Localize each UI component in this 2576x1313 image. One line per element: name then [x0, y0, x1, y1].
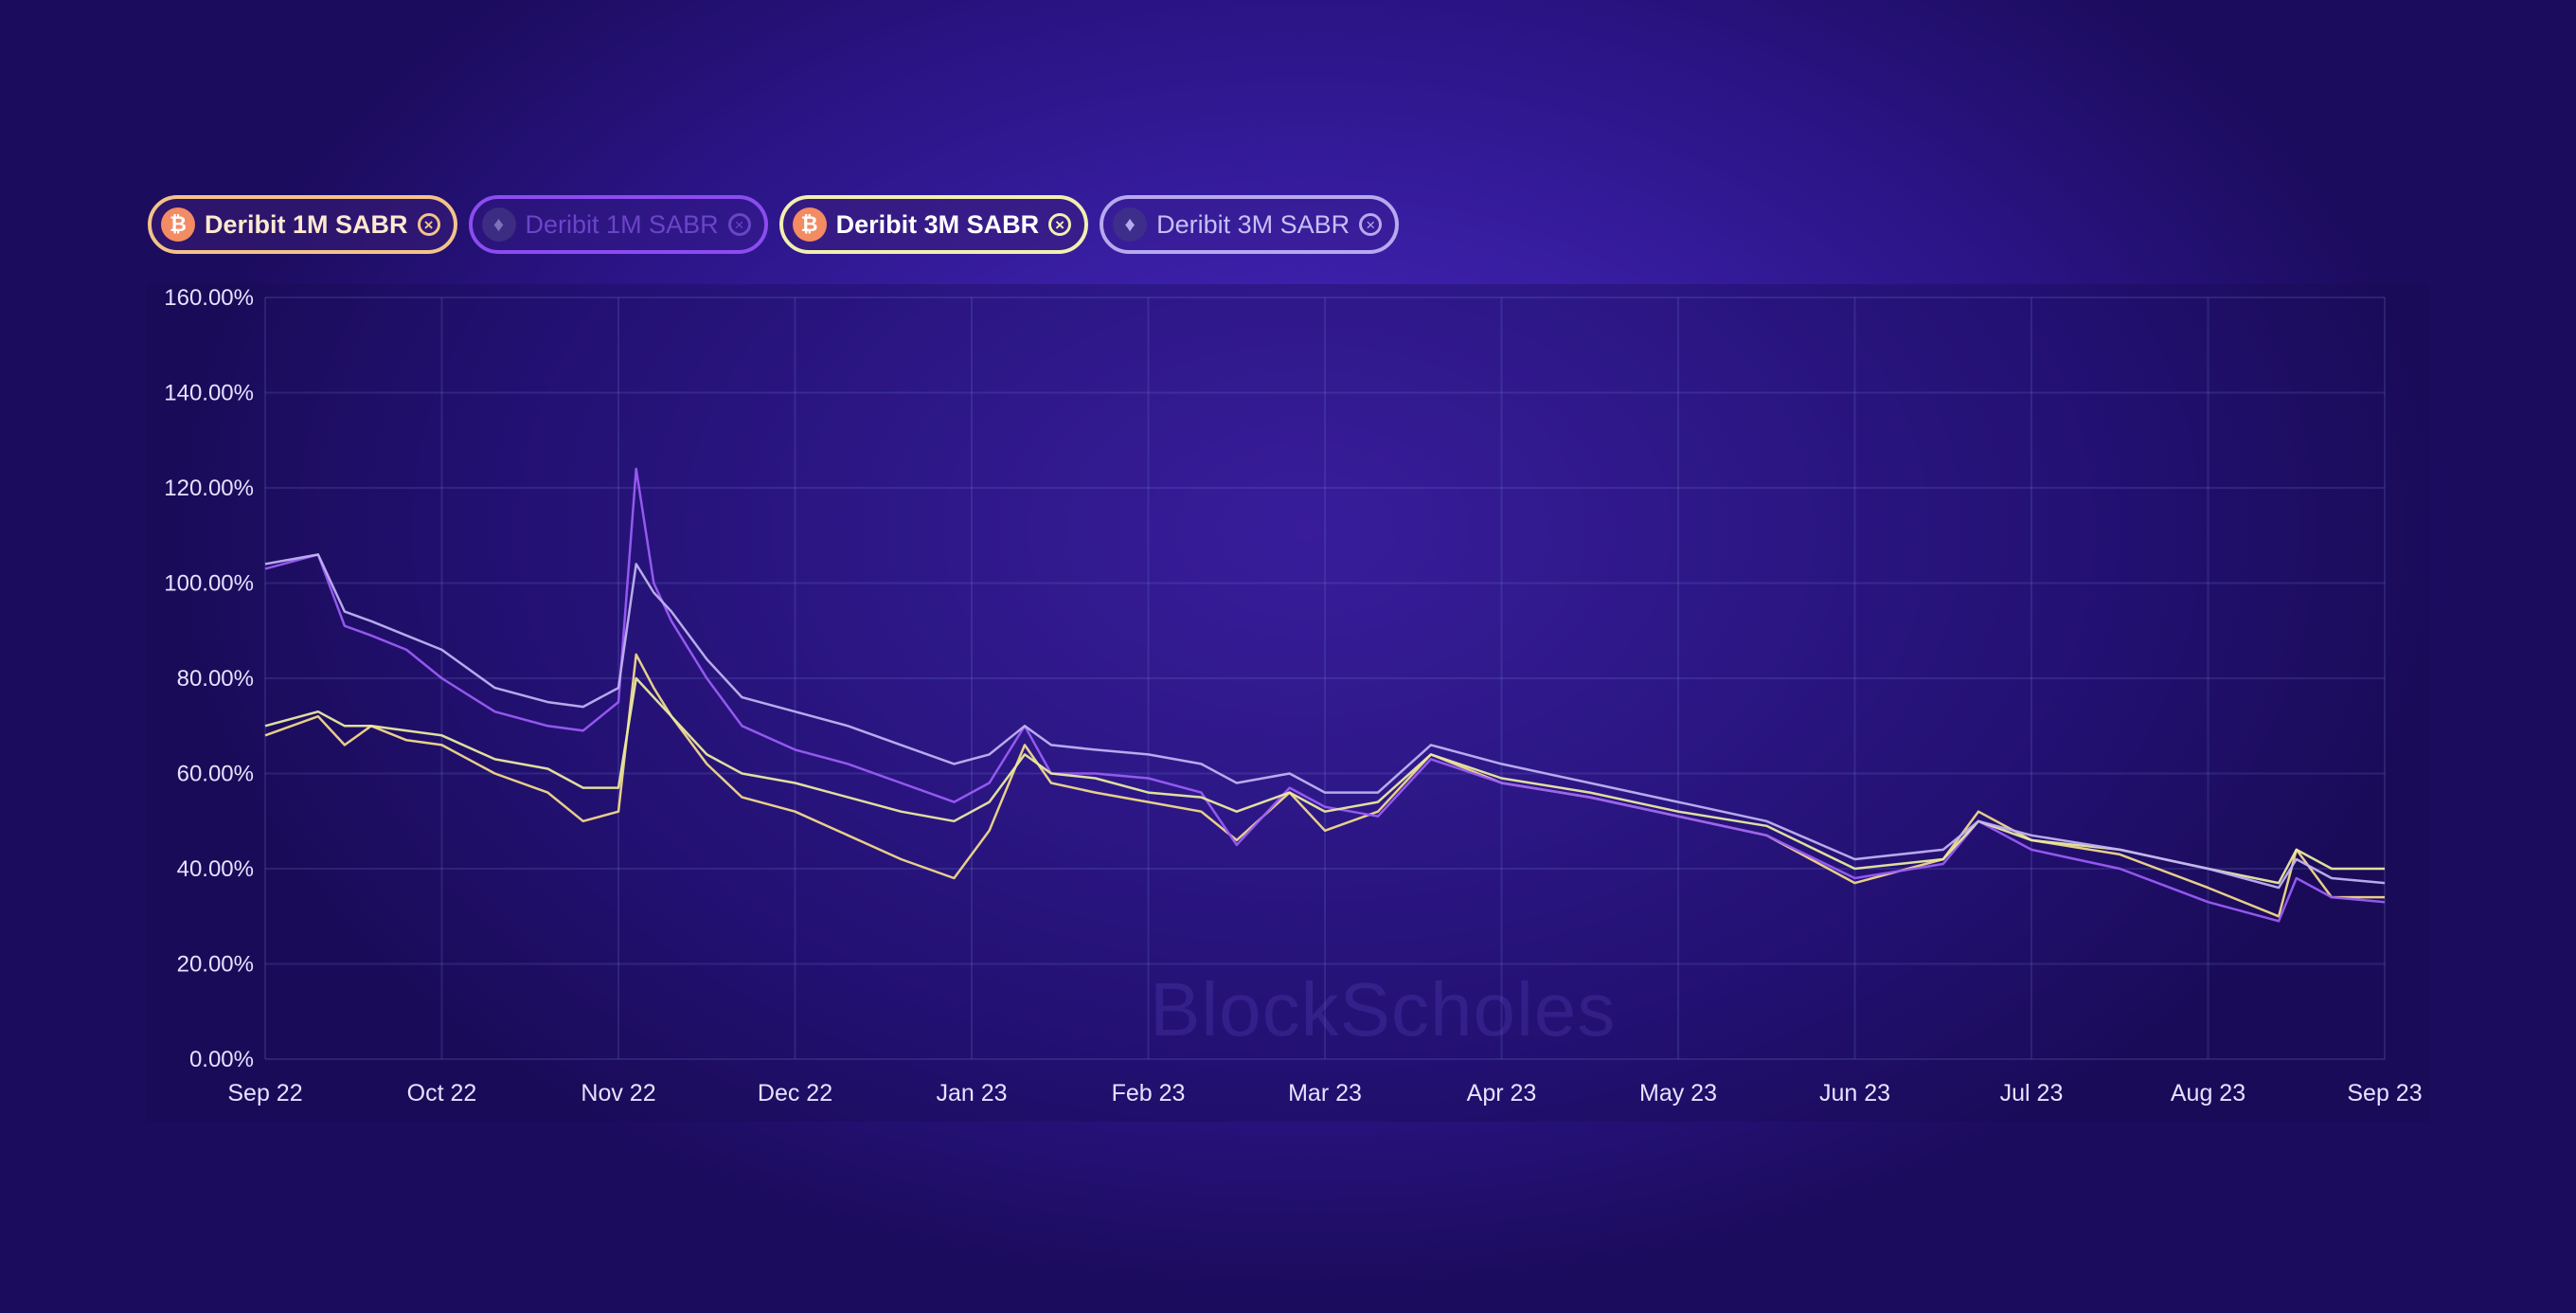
bitcoin-icon: ₿: [792, 207, 827, 242]
x-tick-label: Apr 23: [1467, 1080, 1537, 1106]
x-tick-label: Dec 22: [758, 1080, 832, 1106]
y-tick-label: 140.00%: [164, 381, 254, 406]
bitcoin-icon: ₿: [161, 207, 195, 242]
x-tick-label: Aug 23: [2171, 1080, 2245, 1106]
plot-background: [146, 284, 2430, 1122]
close-icon[interactable]: ×: [417, 213, 440, 236]
close-icon[interactable]: ×: [727, 213, 751, 236]
legend-chip-label: Deribit 3M SABR: [835, 209, 1040, 239]
legend: ₿ Deribit 1M SABR × ♦ Deribit 1M SABR × ₿ Derib…: [148, 195, 1400, 256]
close-icon[interactable]: ×: [1048, 213, 1072, 236]
series-line-3: [264, 553, 2386, 890]
x-tick-label: Sep 23: [2347, 1080, 2422, 1106]
x-tick-label: Jan 23: [936, 1080, 1007, 1106]
y-tick-label: 120.00%: [164, 476, 254, 501]
line-chart: 0.00% 20.00% 40.00% 60.00% 80.00% 100.00% 120.…: [146, 284, 2430, 1122]
legend-chip-2[interactable]: ₿ Deribit 3M SABR ×: [778, 195, 1089, 254]
x-tick-label: Sep 22: [227, 1080, 302, 1106]
x-tick-label: Oct 22: [407, 1080, 477, 1106]
close-icon[interactable]: ×: [1359, 213, 1383, 236]
x-tick-label: Jul 23: [2000, 1080, 2064, 1106]
chart-area: 0.00% 20.00% 40.00% 60.00% 80.00% 100.00% 120.…: [146, 284, 2430, 1122]
legend-chip-label: Deribit 3M SABR: [1156, 209, 1351, 239]
legend-chip-label: Deribit 1M SABR: [525, 209, 719, 239]
legend-chip-label: Deribit 1M SABR: [205, 209, 408, 239]
y-tick-label: 40.00%: [177, 856, 254, 882]
ethereum-icon: ♦: [1113, 207, 1148, 242]
y-tick-label: 100.00%: [164, 571, 254, 597]
x-tick-label: Feb 23: [1112, 1080, 1186, 1106]
y-tick-label: 80.00%: [177, 666, 254, 692]
legend-chip-3[interactable]: ♦ Deribit 3M SABR ×: [1100, 195, 1400, 254]
x-tick-label: May 23: [1639, 1080, 1717, 1106]
x-tick-label: Jun 23: [1819, 1080, 1890, 1106]
series-line-2: [264, 676, 2385, 885]
ethereum-icon: ♦: [481, 207, 516, 242]
y-tick-label: 60.00%: [177, 762, 254, 787]
legend-chip-1[interactable]: ♦ Deribit 1M SABR ×: [468, 195, 768, 254]
y-tick-label: 0.00%: [189, 1047, 254, 1072]
x-tick-label: Nov 22: [581, 1080, 655, 1106]
legend-chip-0[interactable]: ₿ Deribit 1M SABR ×: [148, 195, 457, 254]
series-line-0: [264, 653, 2385, 918]
y-tick-label: 160.00%: [164, 285, 254, 311]
y-tick-label: 20.00%: [177, 952, 254, 978]
x-tick-label: Mar 23: [1288, 1080, 1362, 1106]
